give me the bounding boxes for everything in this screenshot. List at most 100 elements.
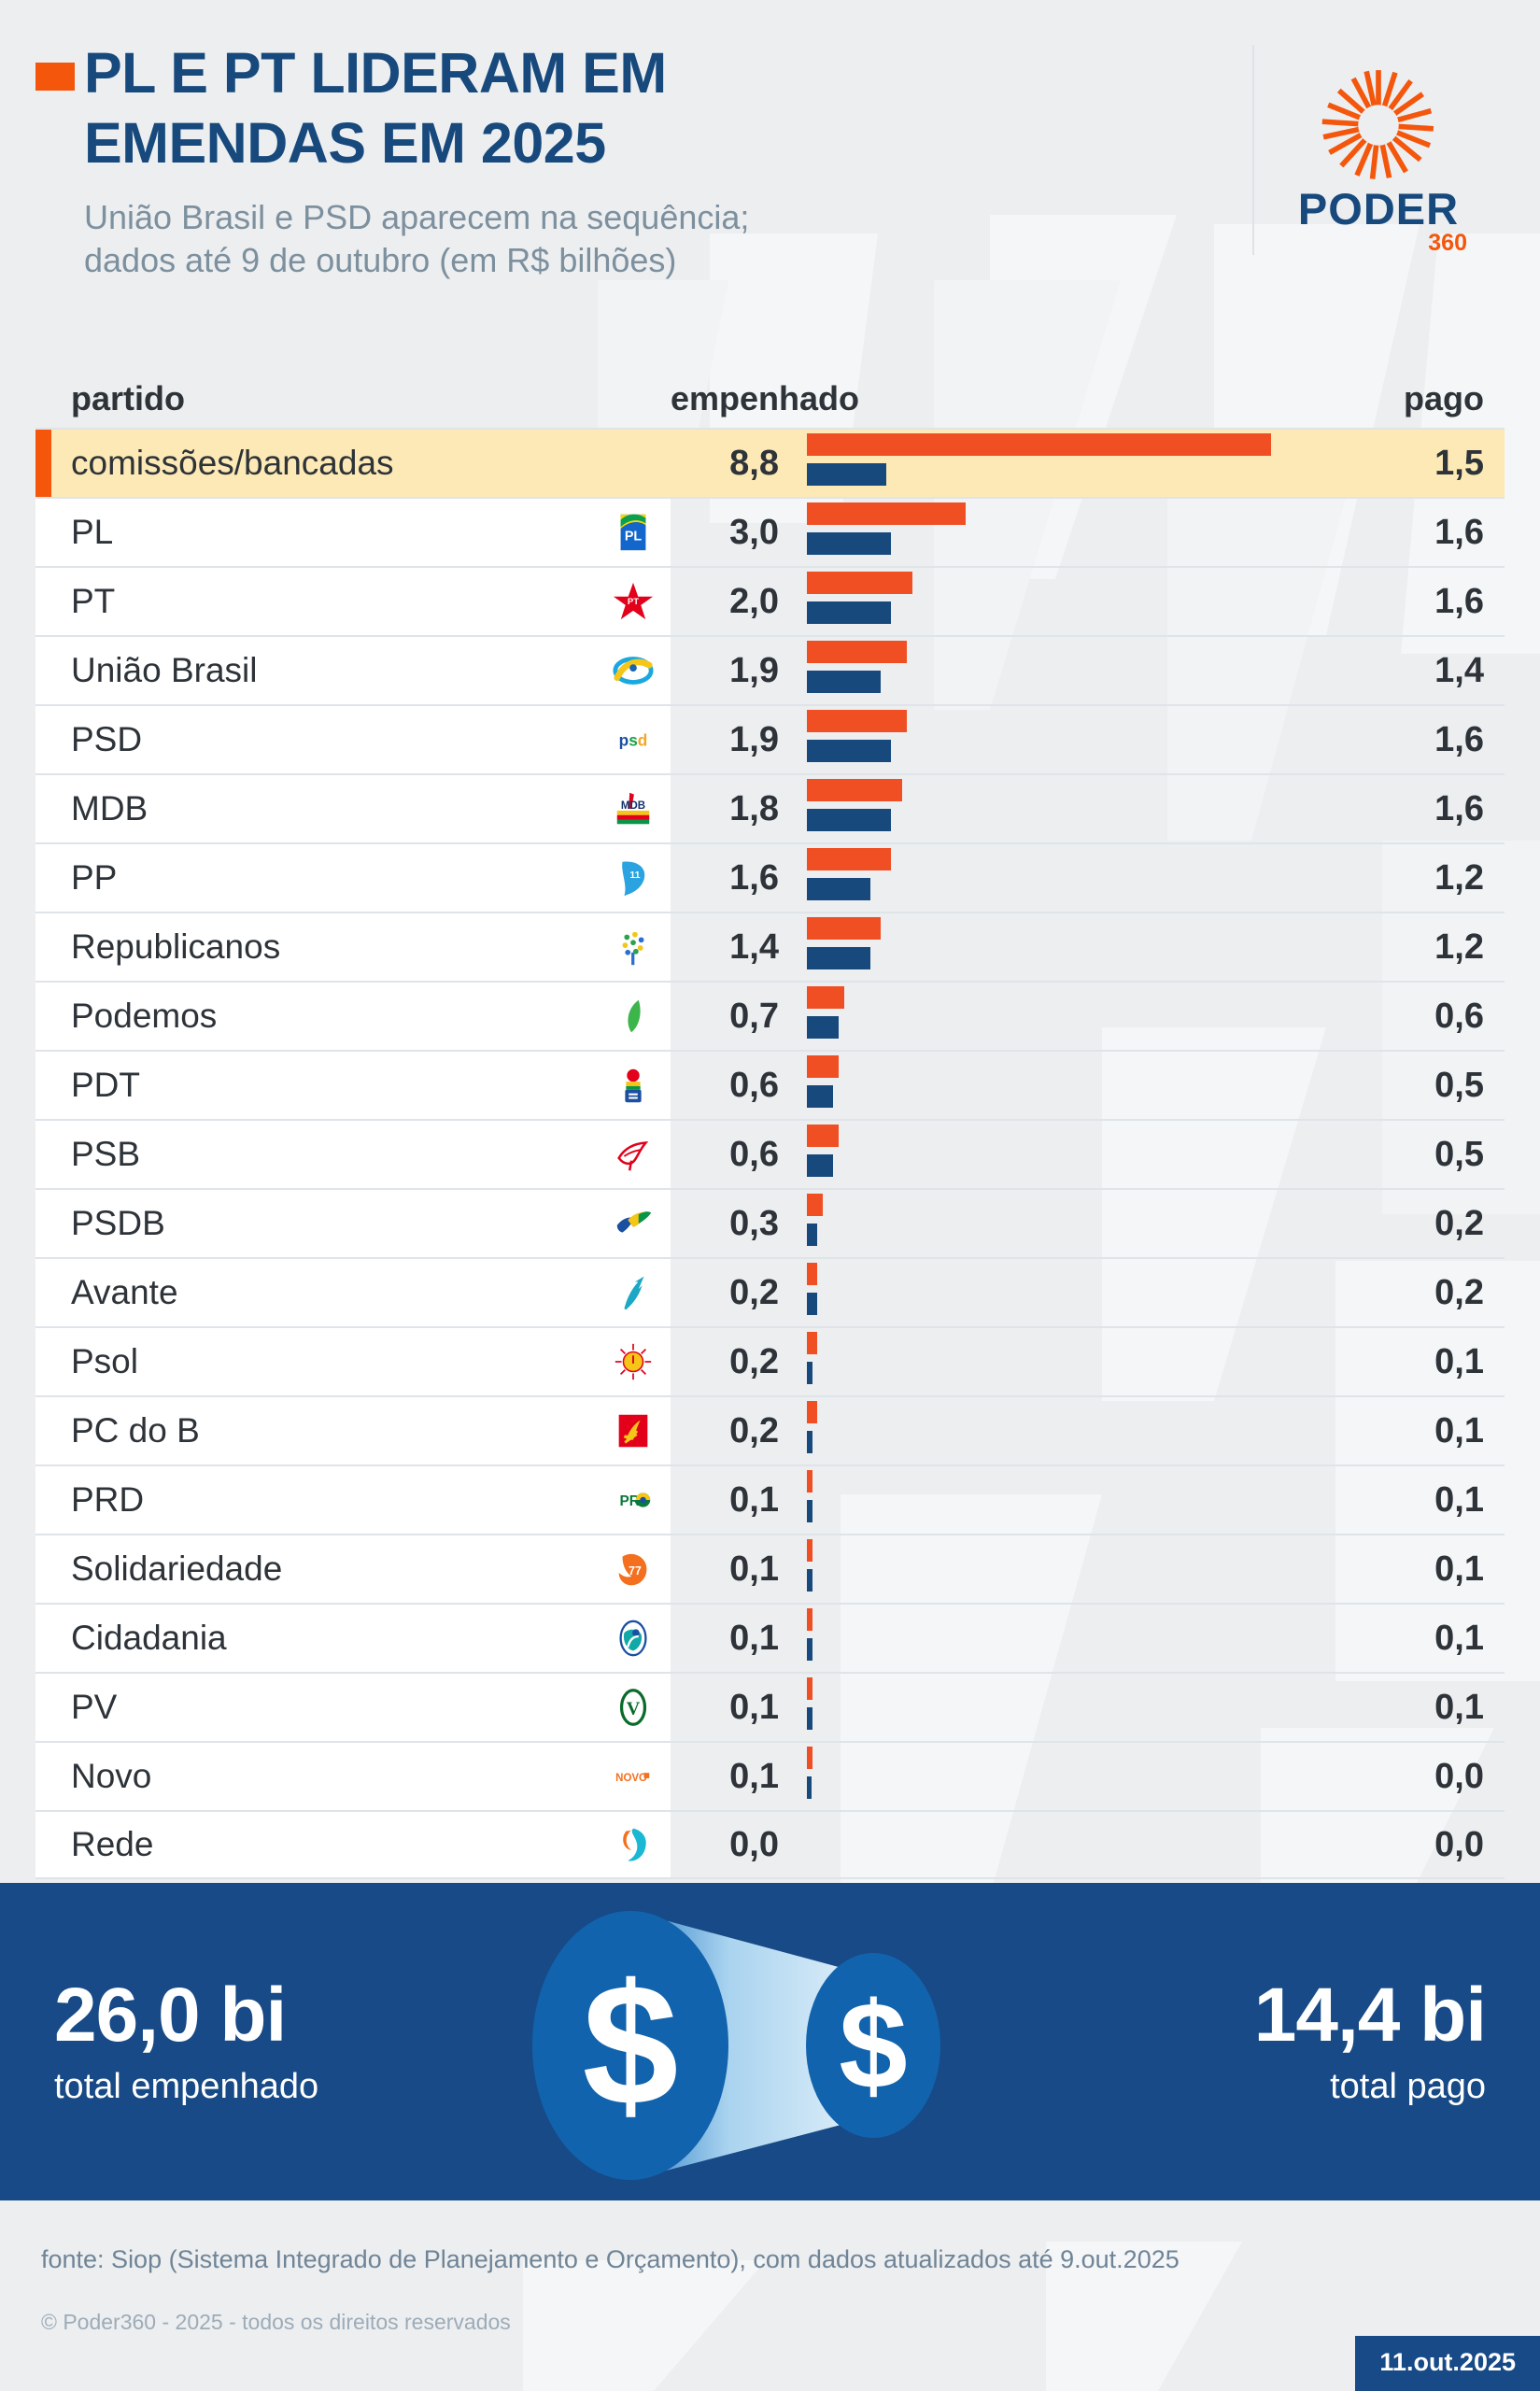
row-party-cell: PL PL	[35, 499, 671, 566]
svg-text:V: V	[627, 1699, 641, 1719]
column-header-empenhado: empenhado	[671, 379, 860, 417]
empenhado-value: 0,1	[729, 1756, 779, 1796]
empenhado-value: 1,8	[729, 788, 779, 828]
page-title: PL E PT LIDERAM EM EMENDAS EM 2025	[84, 45, 1252, 172]
pv-logo: V	[609, 1683, 657, 1732]
row-party-cell: PSB	[35, 1121, 671, 1188]
pago-value: 0,0	[1434, 1756, 1484, 1796]
row-party-cell: comissões/bancadas	[35, 430, 671, 497]
publication-date-badge: 11.out.2025	[1355, 2336, 1540, 2391]
party-name-label: União Brasil	[71, 651, 258, 689]
table-row: União Brasil 1,9 1,4	[35, 635, 1505, 704]
pl-logo: PL	[609, 508, 657, 557]
empenhado-value: 0,3	[729, 1203, 779, 1243]
totals-panel: 26,0 bi total empenhado $ $ 14	[0, 1883, 1540, 2200]
pago-value: 0,2	[1434, 1272, 1484, 1312]
pago-value: 0,6	[1434, 996, 1484, 1036]
psol-logo	[609, 1337, 657, 1386]
party-name-label: PDT	[71, 1066, 140, 1104]
page-title-line1: PL E PT LIDERAM EM	[84, 41, 667, 105]
table-row: PSD psd 1,9 1,6	[35, 704, 1505, 773]
header: PL E PT LIDERAM EM EMENDAS EM 2025 União…	[0, 0, 1540, 355]
brand-suffix: 360	[1428, 230, 1467, 256]
table-row: Cidadania 0,1 0,1	[35, 1603, 1505, 1672]
row-party-cell: PDT	[35, 1052, 671, 1119]
table-row: Novo NOVO 0,1 0,0	[35, 1741, 1505, 1810]
psdb-logo	[609, 1199, 657, 1248]
row-party-cell: PT PT	[35, 568, 671, 635]
novo-logo: NOVO	[609, 1752, 657, 1801]
page-subtitle-line2: dados até 9 de outubro (em R$ bilhões)	[84, 241, 677, 280]
table-body: comissões/bancadas 8,8 1,5 PL PL 3,0 1,6 PT PT 2,…	[35, 428, 1505, 1879]
psd-logo: psd	[609, 715, 657, 764]
pago-value: 1,6	[1434, 512, 1484, 552]
pago-value: 0,1	[1434, 1549, 1484, 1589]
row-party-cell: Psol	[35, 1328, 671, 1395]
table-row: Solidariedade 77 0,1 0,1	[35, 1534, 1505, 1603]
page-subtitle-line1: União Brasil e PSD aparecem na sequência…	[84, 198, 750, 236]
total-pago-value: 14,4 bi	[1253, 1972, 1487, 2058]
row-party-cell: PRD PR	[35, 1466, 671, 1534]
funnel-right-disc	[805, 1953, 940, 2138]
empenhado-value: 0,7	[729, 996, 779, 1036]
table-row: Psol 0,2 0,1	[35, 1326, 1505, 1395]
party-name-label: PL	[71, 513, 114, 551]
empenhado-value: 0,2	[729, 1341, 779, 1381]
party-name-label: PSB	[71, 1135, 141, 1173]
avante-logo	[609, 1268, 657, 1317]
empenhado-value: 0,1	[729, 1687, 779, 1727]
empenhado-value: 0,1	[729, 1549, 779, 1589]
empenhado-value: 0,2	[729, 1410, 779, 1450]
party-name-label: MDB	[71, 789, 148, 828]
svg-text:MDB: MDB	[621, 800, 645, 812]
table-row: PDT 0,6 0,5	[35, 1050, 1505, 1119]
empenhado-value: 1,6	[729, 857, 779, 898]
table-row: Republicanos 1,4 1,2	[35, 912, 1505, 981]
party-logo-placeholder	[609, 439, 657, 488]
total-empenhado-label: total empenhado	[54, 2066, 319, 2106]
table-row: PL PL 3,0 1,6	[35, 497, 1505, 566]
row-party-cell: Podemos	[35, 983, 671, 1050]
row-party-cell: Cidadania	[35, 1605, 671, 1672]
funnel-left-disc	[531, 1911, 728, 2180]
rede-logo	[609, 1820, 657, 1869]
solidariedade-logo: 77	[609, 1545, 657, 1593]
data-table: partido empenhado pago comissões/bancada…	[0, 355, 1540, 1879]
row-party-cell: PSDB	[35, 1190, 671, 1257]
table-row: MDB MDB 1,8 1,6	[35, 773, 1505, 842]
party-name-label: PP	[71, 858, 118, 897]
pago-value: 0,1	[1434, 1618, 1484, 1658]
psb-logo	[609, 1130, 657, 1179]
row-party-cell: Avante	[35, 1259, 671, 1326]
empenhado-value: 1,9	[729, 650, 779, 690]
pago-value: 0,5	[1434, 1065, 1484, 1105]
pp-logo: 11	[609, 854, 657, 902]
pago-value: 0,1	[1434, 1341, 1484, 1381]
pago-value: 0,5	[1434, 1134, 1484, 1174]
pago-value: 1,2	[1434, 857, 1484, 898]
party-name-label: PSDB	[71, 1204, 165, 1242]
pago-value: 0,0	[1434, 1824, 1484, 1864]
source-note: fonte: Siop (Sistema Integrado de Planej…	[41, 2245, 1180, 2273]
pago-value: 0,1	[1434, 1479, 1484, 1520]
row-party-cell: PC do B	[35, 1397, 671, 1464]
pcdob-logo	[609, 1407, 657, 1455]
svg-text:psd: psd	[619, 731, 648, 750]
prd-logo: PR	[609, 1476, 657, 1524]
row-party-cell: PP 11	[35, 844, 671, 912]
pt-logo: PT	[609, 577, 657, 626]
table-row: PC do B 0,2 0,1	[35, 1395, 1505, 1464]
party-name-label: Avante	[71, 1273, 178, 1311]
dollar-sign-icon-small: $	[839, 1977, 907, 2115]
empenhado-value: 0,1	[729, 1479, 779, 1520]
total-pago-label: total pago	[1330, 2066, 1486, 2106]
empenhado-value: 1,9	[729, 719, 779, 759]
total-empenhado-block: 26,0 bi total empenhado	[54, 1976, 428, 2107]
page-subtitle: União Brasil e PSD aparecem na sequência…	[84, 196, 1252, 282]
podemos-logo	[609, 992, 657, 1040]
party-name-label: Podemos	[71, 997, 218, 1035]
table-row: PSDB 0,3 0,2	[35, 1188, 1505, 1257]
row-party-cell: Solidariedade 77	[35, 1535, 671, 1603]
page-title-line2: EMENDAS EM 2025	[84, 111, 606, 175]
empenhado-value: 1,4	[729, 927, 779, 967]
